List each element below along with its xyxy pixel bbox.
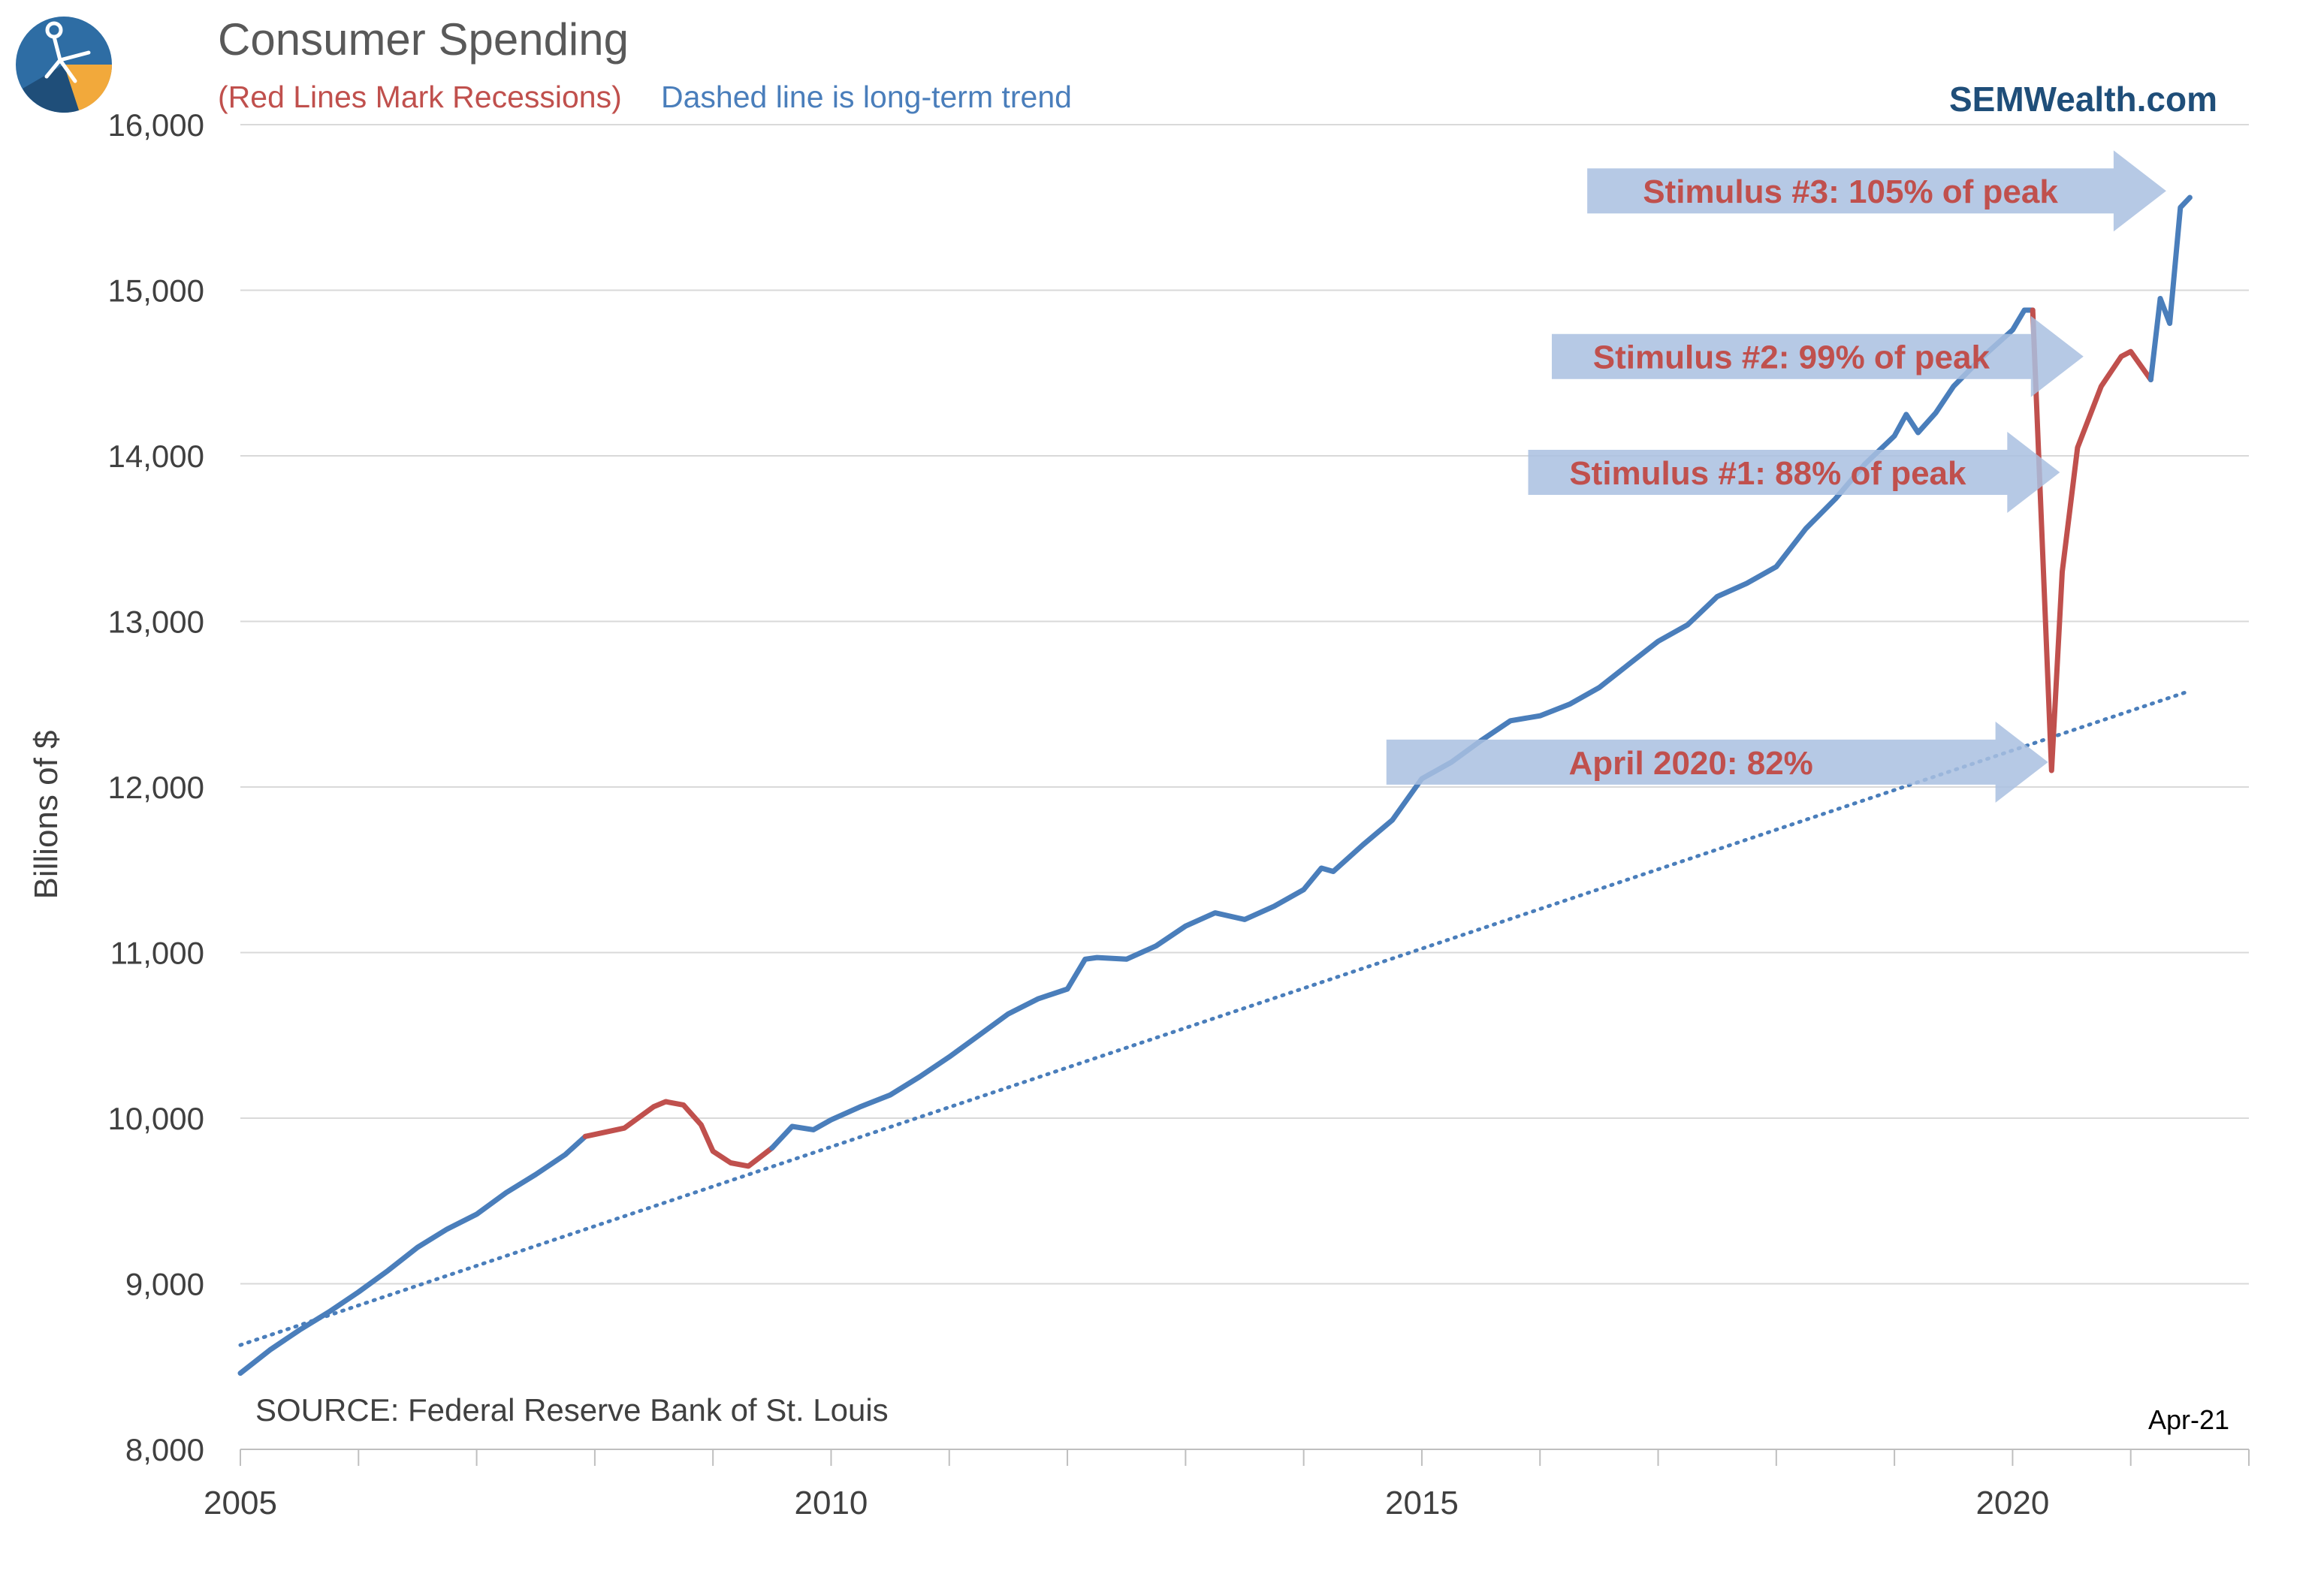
- annotation-label: Stimulus #3: 105% of peak: [1643, 173, 2058, 210]
- annotation-label: Stimulus #2: 99% of peak: [1593, 339, 1990, 376]
- y-tick-label: 10,000: [108, 1101, 204, 1136]
- spending-line-series: [237, 194, 2193, 1376]
- annotation-arrow: [1528, 432, 2060, 514]
- y-axis-title: Billions of $: [28, 730, 65, 899]
- spending-segment: [2147, 194, 2193, 383]
- recession-segment: [582, 1099, 775, 1169]
- brand-name: SEMWealth.com: [1949, 80, 2217, 119]
- y-tick-label: 11,000: [110, 936, 204, 971]
- gridlines: [240, 124, 2249, 1450]
- recession-segment: [2030, 307, 2153, 773]
- y-tick-label: 14,000: [108, 439, 204, 474]
- y-tick-label: 8,000: [125, 1432, 204, 1467]
- brand-logo-icon: [16, 17, 113, 113]
- y-tick-label: 12,000: [108, 770, 204, 805]
- subtitle-trend: Dashed line is long-term trend: [661, 80, 1072, 114]
- annotation-arrow: [1587, 150, 2166, 232]
- y-tick-label: 13,000: [108, 605, 204, 640]
- subtitle-recessions: (Red Lines Mark Recessions): [218, 80, 622, 114]
- y-tick-label: 15,000: [108, 273, 204, 309]
- chart-title: Consumer Spending: [218, 14, 629, 65]
- y-tick-label: 16,000: [108, 107, 204, 143]
- x-tick-label: 2005: [204, 1485, 277, 1521]
- annotation-arrow: [1551, 315, 2084, 397]
- date-stamp: Apr-21: [2148, 1404, 2229, 1435]
- x-tick-label: 2015: [1385, 1485, 1459, 1521]
- x-tick-label: 2020: [1975, 1485, 2049, 1521]
- trend-line-series: [238, 689, 2192, 1347]
- source-note: SOURCE: Federal Reserve Bank of St. Loui…: [255, 1392, 889, 1428]
- x-tick-label: 2010: [795, 1485, 868, 1521]
- y-tick-label: 9,000: [125, 1267, 204, 1302]
- x-axis: 2005 2010 2015 2020: [204, 1449, 2250, 1521]
- annotation-label: April 2020: 82%: [1569, 745, 1813, 782]
- spending-segment: [237, 1133, 588, 1376]
- annotation-label: Stimulus #1: 88% of peak: [1569, 455, 1966, 492]
- annotation-arrows: Stimulus #3: 105% of peak Stimulus #2: 99…: [1386, 150, 2166, 803]
- y-axis-tick-labels: 8,000 9,000 10,000 11,000 12,000 13,000 14,000…: [108, 107, 204, 1467]
- spending-segment: [769, 307, 2036, 1151]
- trend-line: [238, 689, 2192, 1347]
- annotation-arrow: [1386, 721, 2048, 803]
